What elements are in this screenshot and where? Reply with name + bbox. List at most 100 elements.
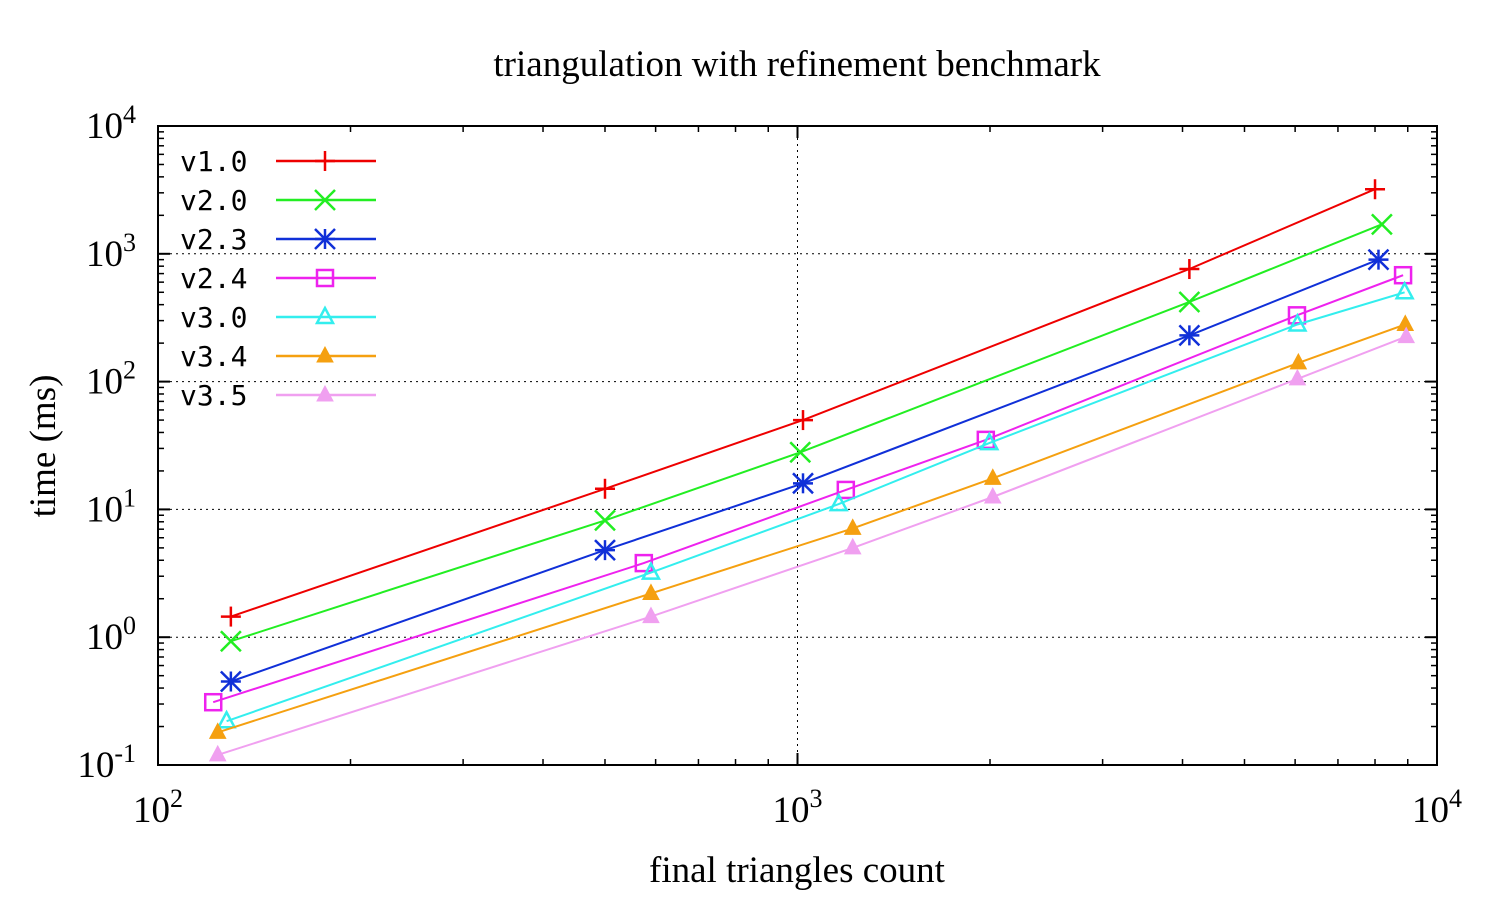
- data-point: [640, 560, 662, 580]
- triangle-marker: [1289, 352, 1308, 370]
- square-marker: [1393, 265, 1413, 285]
- y-tick-label: 104: [86, 100, 136, 147]
- triangle-marker: [1394, 280, 1415, 300]
- series-v3.4: [208, 314, 1415, 739]
- plot-frame: [157, 125, 1438, 766]
- asterisk-marker-stroke: [594, 539, 616, 562]
- y-tick-label: 102: [86, 356, 136, 403]
- y-tick-label-exponent: 0: [123, 611, 136, 640]
- series-v1.0: [220, 179, 1386, 627]
- y-tick-label: 100: [86, 611, 136, 658]
- series-line: [217, 323, 1406, 734]
- legend-label: v3.0: [180, 301, 247, 334]
- data-point: [979, 431, 1000, 451]
- data-point: [1287, 312, 1308, 332]
- series-line: [230, 258, 1379, 683]
- data-point: [1179, 259, 1200, 280]
- data-point: [1396, 314, 1415, 331]
- square-marker: [976, 430, 996, 450]
- data-point: [216, 709, 237, 729]
- y-tick-label-base: 10: [86, 106, 123, 147]
- legend: v1.0 v2.0 v2.3 v2.4 v3.0 v3.4 v3.5: [180, 145, 376, 412]
- legend-label: v3.4: [180, 340, 247, 373]
- triangle-marker: [208, 722, 227, 739]
- data-point: [315, 151, 335, 171]
- triangle-marker: [979, 431, 1000, 451]
- data-point: [828, 492, 849, 512]
- grid: [157, 125, 1438, 766]
- square-marker: [315, 268, 335, 288]
- data-point: [976, 430, 996, 450]
- data-point: [1394, 280, 1415, 300]
- triangle-marker: [1288, 368, 1307, 386]
- y-tick-label-exponent: 2: [123, 356, 136, 385]
- data-point: [208, 744, 227, 762]
- data-point: [792, 472, 814, 495]
- x-tick-label-base: 10: [1412, 790, 1449, 831]
- data-point: [594, 478, 615, 499]
- cross-marker-stroke: [1371, 213, 1393, 236]
- square-marker: [836, 480, 856, 500]
- y-tick-label-exponent: 4: [123, 100, 136, 129]
- triangle-marker: [983, 468, 1002, 485]
- y-tick-label-exponent: -1: [114, 739, 136, 768]
- cross-marker-stroke: [219, 630, 242, 653]
- data-point: [594, 539, 616, 562]
- y-tick-label: 103: [86, 228, 136, 275]
- asterisk-marker-stroke: [314, 228, 336, 250]
- y-tick-label-base: 10: [86, 234, 123, 275]
- data-point: [1393, 265, 1413, 285]
- triangle-marker: [1397, 326, 1416, 344]
- data-point: [642, 583, 660, 600]
- triangle-marker: [208, 744, 227, 762]
- y-tick-label-exponent: 3: [123, 228, 136, 257]
- data-point: [1178, 324, 1201, 347]
- triangle-marker: [642, 583, 660, 600]
- data-point: [836, 480, 856, 500]
- data-point: [983, 468, 1002, 485]
- data-point: [208, 722, 227, 739]
- data-point: [1397, 326, 1416, 344]
- series-line: [212, 274, 1404, 704]
- data-point: [843, 518, 862, 535]
- legend-label: v3.5: [180, 379, 247, 412]
- y-tick-label-base: 10: [86, 362, 123, 403]
- series-line: [226, 291, 1405, 723]
- cross-marker-stroke: [789, 441, 812, 464]
- data-point: [314, 189, 336, 211]
- legend-label: v2.3: [180, 223, 247, 256]
- triangle-marker: [216, 709, 237, 729]
- data-point: [316, 384, 334, 402]
- asterisk-marker-stroke: [792, 472, 814, 495]
- data-point: [219, 670, 242, 693]
- triangle-marker: [316, 345, 334, 363]
- data-point: [314, 228, 336, 250]
- series-v3.5: [208, 326, 1416, 762]
- series-v3.0: [216, 280, 1415, 729]
- data-point: [1367, 248, 1390, 271]
- data-point: [594, 509, 616, 532]
- series-v2.0: [219, 213, 1393, 653]
- x-tick-label-exponent: 2: [170, 784, 183, 813]
- chart-title: triangulation with refinement benchmark: [493, 44, 1101, 85]
- x-tick-label-base: 10: [133, 790, 170, 831]
- triangle-marker: [314, 305, 336, 325]
- data-point: [1371, 213, 1393, 236]
- x-tick-label: 103: [773, 784, 823, 831]
- data-point: [1365, 179, 1386, 200]
- triangle-marker: [1396, 314, 1415, 331]
- triangle-marker: [843, 518, 862, 535]
- legend-label: v1.0: [180, 145, 247, 178]
- cross-marker-stroke: [1178, 291, 1201, 313]
- asterisk-marker-stroke: [219, 670, 242, 693]
- data-point: [203, 692, 223, 712]
- triangle-marker: [983, 486, 1002, 504]
- series-v2.3: [219, 248, 1390, 693]
- legend-label: v2.0: [180, 184, 247, 217]
- y-tick-label-exponent: 1: [123, 483, 136, 512]
- series-line: [217, 335, 1407, 756]
- x-tick-label-exponent: 4: [1449, 784, 1462, 813]
